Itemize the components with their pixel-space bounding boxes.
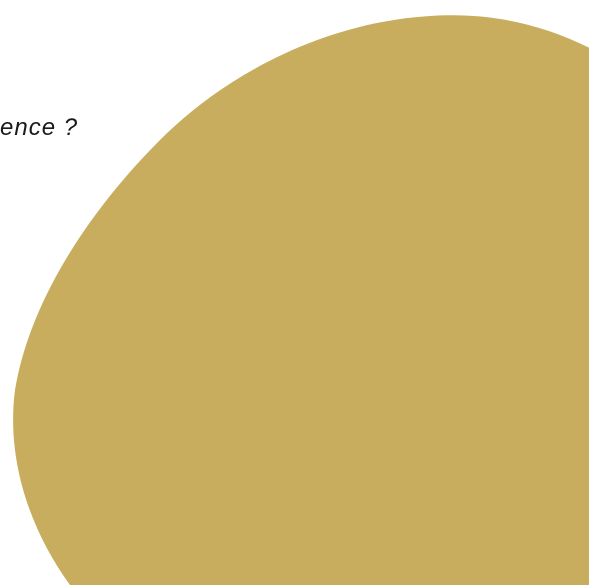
text-fragment: ence ? [0, 114, 79, 141]
gold-ellipse-path [13, 15, 589, 585]
